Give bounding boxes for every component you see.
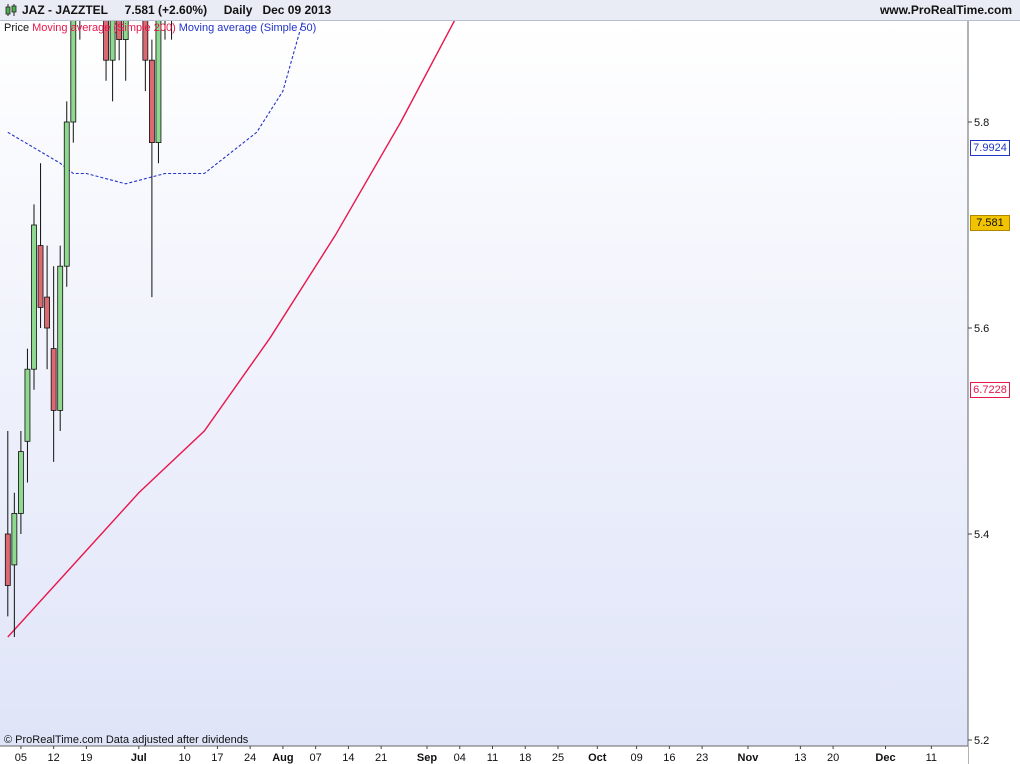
candle-body [57,265,64,411]
candle-body [148,59,155,144]
x-tick-label: 05 [15,752,27,764]
x-tick-label: Nov [738,752,760,764]
x-tick-label: 20 [827,752,839,764]
x-tick-label: 23 [696,752,708,764]
y-tick-label: 5.8 [974,117,989,129]
x-tick-label: 13 [794,752,806,764]
candle-body [63,121,70,267]
period-label: Daily [223,3,253,17]
y-tick-label: 5.6 [974,323,989,335]
candle-body [4,533,11,586]
x-tick-label: Jul [131,752,147,764]
x-tick-label: 11 [487,752,498,764]
x-tick-label: 21 [375,752,387,764]
legend-price[interactable]: Price [4,22,30,34]
x-tick-label: 04 [454,752,466,764]
footer-note: © ProRealTime.com Data adjusted after di… [4,734,249,746]
candle-body [44,296,50,329]
x-tick-label: 12 [48,752,60,764]
x-tick-label: 10 [179,752,191,764]
x-tick-label: Aug [272,752,293,764]
candle-body [37,245,44,308]
candlestick-icon [5,4,17,16]
candle-body [11,513,18,566]
chart-legend: Price Moving average (Simple 200) Moving a… [4,22,319,34]
x-tick-label: 14 [342,752,354,764]
candle-body [50,348,57,411]
x-tick-label: 11 [926,752,937,764]
x-tick-label: Dec [875,752,895,764]
legend-ma50[interactable]: Moving average (Simple 50) [178,22,317,34]
x-axis-panel [0,746,968,764]
x-tick-label: 24 [244,752,256,764]
ma50-value-tag: 7.9924 [970,140,1010,156]
candle-body [24,368,31,442]
candle-body [17,451,24,514]
ma200-value-tag: 6.7228 [970,382,1010,398]
x-tick-label: 19 [80,752,92,764]
x-tick-label: Sep [417,752,437,764]
chart-header: JAZ - JAZZTEL 7.581 (+2.60%) Daily Dec 0… [0,0,1020,21]
ma200-line [7,0,467,638]
y-tick-label: 5.2 [974,735,989,747]
price-value-tag: 7.581 [970,215,1010,231]
legend-ma200[interactable]: Moving average (Simple 200) [32,22,176,34]
chart-title: JAZ - JAZZTEL 7.581 (+2.60%) Daily Dec 0… [22,3,331,17]
symbol-name: JAZ - JAZZTEL [22,3,108,17]
x-tick-label: 16 [663,752,675,764]
candle-body [31,224,37,370]
candle-body [142,0,149,61]
candle-body [70,0,77,123]
x-tick-label: 07 [310,752,322,764]
site-link[interactable]: www.ProRealTime.com [879,3,1012,17]
last-quote: 7.581 (+2.60%) [124,3,208,17]
x-tick-label: 18 [519,752,531,764]
date-label: Dec 09 2013 [262,3,332,17]
y-tick-label: 5.4 [974,529,989,541]
x-tick-label: 17 [211,752,223,764]
x-tick-label: Oct [588,752,607,764]
x-tick-label: 09 [630,752,642,764]
plot-area [0,20,968,746]
x-tick-label: 25 [552,752,564,764]
